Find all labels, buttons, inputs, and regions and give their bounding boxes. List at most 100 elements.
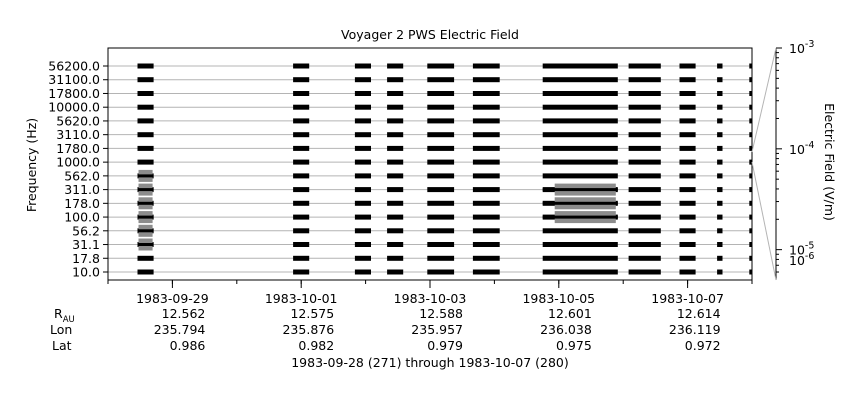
- data-segment-bar: [427, 118, 455, 124]
- ephemeris-value-lat: 0.986: [170, 338, 206, 353]
- data-segment-bar: [749, 63, 752, 69]
- data-segment-bar: [749, 214, 752, 220]
- data-segment-bar: [472, 255, 500, 261]
- data-segment-bar: [354, 228, 371, 234]
- chart-title: Voyager 2 PWS Electric Field: [341, 27, 519, 42]
- data-segment-bar: [137, 243, 154, 246]
- data-segment-bar: [717, 173, 723, 179]
- x-tick-label: 1983-10-05: [522, 291, 595, 306]
- data-segment-bar: [354, 214, 371, 220]
- data-segment-bar: [387, 255, 404, 261]
- data-segment-bar: [679, 145, 696, 151]
- data-segment-bar: [749, 77, 752, 83]
- data-segment-bar: [137, 215, 154, 219]
- ephemeris-value-lon: 236.038: [540, 322, 592, 337]
- y-tick-label: 1780.0: [56, 141, 100, 156]
- data-segment-bar: [427, 242, 455, 247]
- data-segment-bar: [427, 228, 455, 234]
- data-segment-bar: [137, 269, 154, 275]
- data-segment-bar: [293, 269, 310, 275]
- data-segment-bar: [354, 104, 371, 110]
- data-segment-bar: [293, 200, 310, 206]
- data-segment-bar: [628, 104, 661, 110]
- data-segment-bar: [717, 132, 723, 138]
- data-segment-bar: [472, 159, 500, 165]
- data-segment-bar: [628, 242, 661, 247]
- data-segment-bar: [749, 228, 752, 234]
- data-segment-bar: [427, 173, 455, 179]
- data-segment-bar: [628, 173, 661, 179]
- data-segment-bar: [717, 214, 723, 220]
- data-segment-bar: [387, 159, 404, 165]
- y-tick-label: 10.0: [72, 265, 100, 280]
- data-segment-bar: [628, 214, 661, 220]
- data-segment-bar: [293, 242, 310, 247]
- date-range-label: 1983-09-28 (271) through 1983-10-07 (280…: [291, 355, 569, 370]
- data-segment-bar: [628, 63, 661, 69]
- data-segment-bar: [628, 187, 661, 193]
- data-segment-bar: [628, 269, 661, 275]
- data-segment-bar: [354, 187, 371, 193]
- ephemeris-value-r_au: 12.601: [548, 306, 592, 321]
- data-segment-bar: [472, 118, 500, 124]
- ephemeris-value-r_au: 12.588: [419, 306, 463, 321]
- data-segment-bar: [542, 201, 618, 205]
- data-segment-bar: [717, 187, 723, 193]
- data-segment-bar: [679, 91, 696, 96]
- data-segment-bar: [137, 201, 154, 205]
- data-segment-bar: [749, 242, 752, 247]
- data-segment-bar: [749, 91, 752, 96]
- data-segment-bar: [628, 77, 661, 83]
- x-tick-label: 1983-10-01: [265, 291, 338, 306]
- data-segment-bar: [137, 91, 154, 96]
- data-segment-bar: [542, 173, 618, 179]
- data-segment-bar: [137, 118, 154, 124]
- data-segment-bar: [354, 132, 371, 138]
- data-segment-bar: [542, 145, 618, 151]
- data-segment-bar: [293, 173, 310, 179]
- y-tick-label: 562.0: [64, 168, 100, 183]
- colorbar-tick-label: 10-6: [789, 251, 814, 268]
- data-segment-bar: [717, 145, 723, 151]
- data-segment-bar: [628, 91, 661, 96]
- data-segment-bar: [628, 132, 661, 138]
- data-segment-bar: [293, 255, 310, 261]
- data-segment-bar: [542, 77, 618, 83]
- data-segment-bar: [387, 214, 404, 220]
- data-segment-bar: [679, 187, 696, 193]
- data-segment-bar: [293, 187, 310, 193]
- data-segment-bar: [137, 63, 154, 69]
- data-segment-bar: [137, 104, 154, 110]
- data-segment-bar: [717, 118, 723, 124]
- data-segment-bar: [387, 104, 404, 110]
- y-tick-label: 178.0: [64, 196, 100, 211]
- data-segment-bar: [472, 187, 500, 193]
- data-segment-bar: [354, 77, 371, 83]
- data-segment-bar: [137, 132, 154, 138]
- y-tick-label: 31100.0: [48, 72, 100, 87]
- data-segment-bar: [542, 242, 618, 247]
- data-segment-bar: [749, 255, 752, 261]
- data-segment-bar: [542, 188, 618, 192]
- data-segment-bar: [387, 242, 404, 247]
- data-segment-bar: [137, 255, 154, 261]
- data-segment-bar: [628, 255, 661, 261]
- colorbar-connector: [751, 47, 777, 153]
- y-tick-label: 56.2: [72, 223, 100, 238]
- data-segment-bar: [472, 132, 500, 138]
- data-segment-bar: [354, 118, 371, 124]
- ephemeris-row-label-lat: Lat: [52, 338, 72, 353]
- data-segment-bar: [679, 255, 696, 261]
- ephemeris-row-label-lon: Lon: [50, 322, 72, 337]
- y-tick-label: 17.8: [72, 251, 100, 266]
- data-segment-bar: [717, 91, 723, 96]
- data-segment-bar: [717, 269, 723, 275]
- data-segment-bar: [679, 77, 696, 83]
- data-segment-bar: [354, 63, 371, 69]
- data-segment-bar: [387, 91, 404, 96]
- data-segment-bar: [427, 104, 455, 110]
- data-segment-bar: [679, 269, 696, 275]
- data-segment-bar: [354, 159, 371, 165]
- colorbar-tick-label: 10-4: [789, 140, 814, 157]
